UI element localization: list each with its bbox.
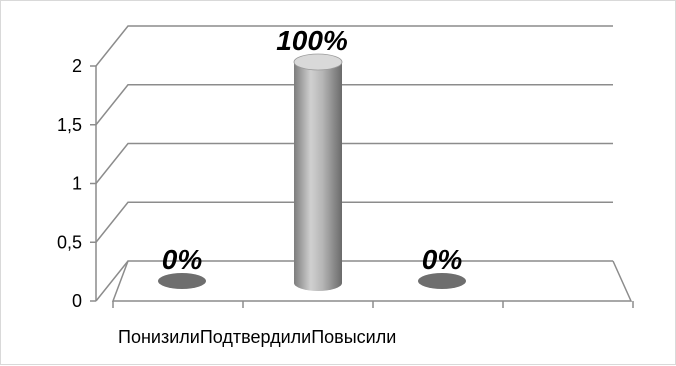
x-tick-label: Подтвердили: [200, 327, 311, 347]
y-tick-label: 0: [72, 291, 82, 311]
y-tick-label: 0,5: [57, 232, 82, 252]
x-tick-label: Повысили: [311, 327, 396, 347]
y-tick-label: 1: [72, 174, 82, 194]
bar-cylinder: [294, 62, 342, 291]
bar-zero-disc: [418, 273, 466, 289]
grid-layer: [95, 25, 613, 302]
bar-zero-disc: [158, 273, 206, 289]
bar-cylinder-top: [293, 53, 343, 71]
floor-plane: [111, 260, 633, 302]
data-label: 0%: [162, 244, 203, 275]
label-layer: 0 0,5 1 1,5 2 0% Понизили 100% Подтвердили 0% Повы…: [57, 25, 462, 347]
y-tick-label: 2: [72, 56, 82, 76]
gridline: [95, 84, 613, 126]
x-tick-label: Понизили: [118, 327, 200, 347]
y-tick-label: 1,5: [57, 115, 82, 135]
data-label: 0%: [422, 244, 463, 275]
data-label: 100%: [276, 25, 348, 56]
gridline: [95, 25, 613, 67]
gridline: [95, 142, 613, 184]
axis-layer: [90, 65, 634, 308]
bar-layer: [158, 53, 466, 291]
gridline: [95, 201, 613, 243]
